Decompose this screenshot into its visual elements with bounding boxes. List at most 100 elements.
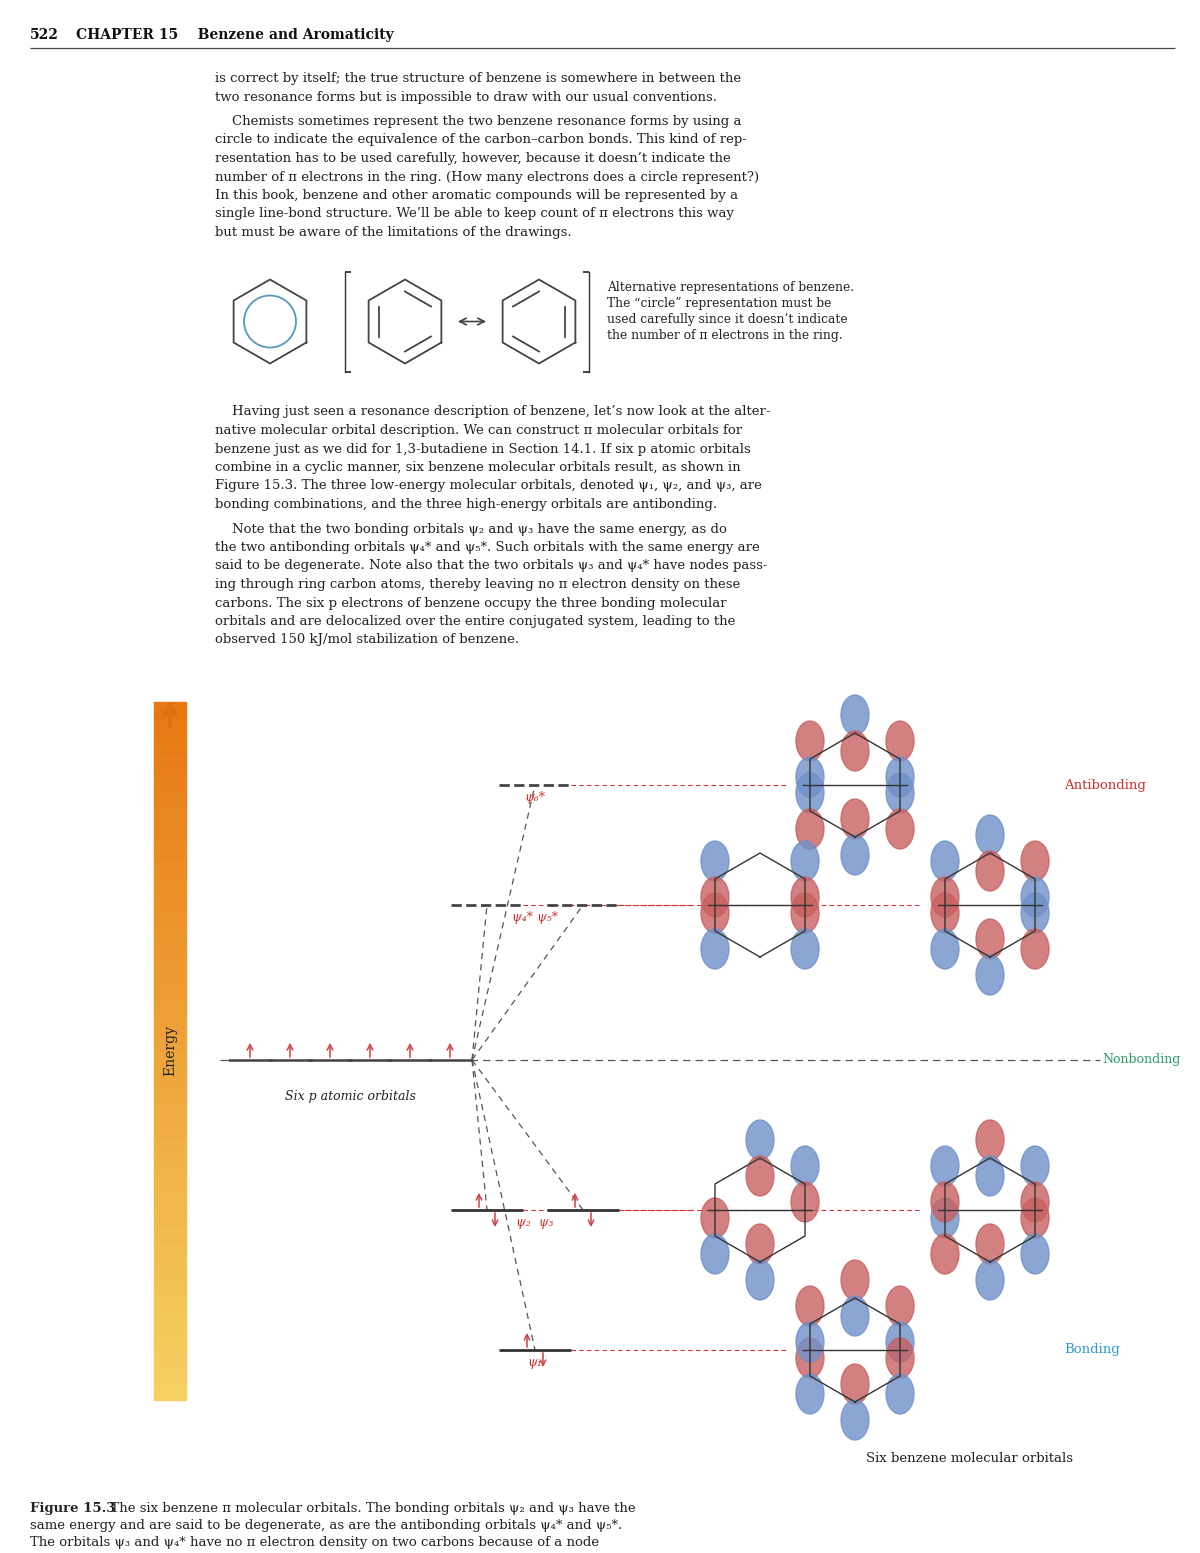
Ellipse shape	[976, 1120, 1004, 1160]
Text: but must be aware of the limitations of the drawings.: but must be aware of the limitations of …	[215, 227, 571, 239]
Ellipse shape	[886, 1374, 914, 1413]
Ellipse shape	[796, 1286, 824, 1326]
Ellipse shape	[1021, 877, 1049, 916]
Text: Antibonding: Antibonding	[1064, 778, 1146, 792]
Text: Having just seen a resonance description of benzene, let’s now look at the alter: Having just seen a resonance description…	[215, 405, 770, 418]
Ellipse shape	[1021, 1197, 1049, 1238]
Text: Energy: Energy	[163, 1025, 178, 1076]
Ellipse shape	[931, 1182, 959, 1222]
Ellipse shape	[1021, 1235, 1049, 1273]
Text: The “circle” representation must be: The “circle” representation must be	[607, 298, 832, 311]
Ellipse shape	[701, 929, 728, 969]
Ellipse shape	[1021, 1146, 1049, 1186]
Text: orbitals and are delocalized over the entire conjugated system, leading to the: orbitals and are delocalized over the en…	[215, 615, 736, 627]
Ellipse shape	[931, 1146, 959, 1186]
Ellipse shape	[701, 877, 728, 916]
Ellipse shape	[791, 1146, 820, 1186]
Text: number of π electrons in the ring. (How many electrons does a circle represent?): number of π electrons in the ring. (How …	[215, 171, 760, 183]
Text: the two antibonding orbitals ψ₄* and ψ₅*. Such orbitals with the same energy are: the two antibonding orbitals ψ₄* and ψ₅*…	[215, 540, 760, 554]
Ellipse shape	[886, 1322, 914, 1362]
Ellipse shape	[841, 1297, 869, 1336]
Ellipse shape	[746, 1224, 774, 1264]
Ellipse shape	[791, 893, 820, 933]
Text: single line-bond structure. We’ll be able to keep count of π electrons this way: single line-bond structure. We’ll be abl…	[215, 208, 734, 221]
Ellipse shape	[791, 842, 820, 881]
Ellipse shape	[976, 851, 1004, 891]
Ellipse shape	[886, 773, 914, 814]
Text: ψ₆*: ψ₆*	[524, 790, 546, 804]
Ellipse shape	[746, 1155, 774, 1196]
Ellipse shape	[841, 1259, 869, 1300]
Text: The orbitals ψ₃ and ψ₄* have no π electron density on two carbons because of a n: The orbitals ψ₃ and ψ₄* have no π electr…	[30, 1536, 599, 1548]
Ellipse shape	[1021, 842, 1049, 881]
Text: observed 150 kJ/mol stabilization of benzene.: observed 150 kJ/mol stabilization of ben…	[215, 634, 520, 646]
Text: Alternative representations of benzene.: Alternative representations of benzene.	[607, 281, 854, 295]
Ellipse shape	[976, 815, 1004, 856]
Ellipse shape	[976, 919, 1004, 960]
Text: Figure 15.3. The three low-energy molecular orbitals, denoted ψ₁, ψ₂, and ψ₃, ar: Figure 15.3. The three low-energy molecu…	[215, 480, 762, 492]
Ellipse shape	[746, 1120, 774, 1160]
Ellipse shape	[931, 893, 959, 933]
Ellipse shape	[796, 1339, 824, 1378]
Ellipse shape	[1021, 893, 1049, 933]
Ellipse shape	[841, 696, 869, 735]
Ellipse shape	[791, 1182, 820, 1222]
Ellipse shape	[796, 1322, 824, 1362]
Ellipse shape	[931, 1197, 959, 1238]
Ellipse shape	[886, 756, 914, 797]
Text: Chemists sometimes represent the two benzene resonance forms by using a: Chemists sometimes represent the two ben…	[215, 115, 742, 127]
Text: the number of π electrons in the ring.: the number of π electrons in the ring.	[607, 329, 842, 343]
Ellipse shape	[976, 1224, 1004, 1264]
Ellipse shape	[746, 1259, 774, 1300]
Text: Six p atomic orbitals: Six p atomic orbitals	[284, 1090, 415, 1103]
Text: carbons. The six p electrons of benzene occupy the three bonding molecular: carbons. The six p electrons of benzene …	[215, 596, 727, 609]
Ellipse shape	[886, 1286, 914, 1326]
Text: Bonding: Bonding	[1064, 1343, 1120, 1356]
Text: The six benzene π molecular orbitals. The bonding orbitals ψ₂ and ψ₃ have the: The six benzene π molecular orbitals. Th…	[102, 1502, 636, 1516]
Text: Figure 15.3: Figure 15.3	[30, 1502, 115, 1516]
Ellipse shape	[976, 1259, 1004, 1300]
Text: Note that the two bonding orbitals ψ₂ and ψ₃ have the same energy, as do: Note that the two bonding orbitals ψ₂ an…	[215, 522, 727, 536]
Ellipse shape	[796, 721, 824, 761]
Ellipse shape	[701, 1197, 728, 1238]
Text: CHAPTER 15    Benzene and Aromaticity: CHAPTER 15 Benzene and Aromaticity	[76, 28, 394, 42]
Text: ψ₄* ψ₅*: ψ₄* ψ₅*	[512, 912, 558, 924]
Ellipse shape	[701, 1235, 728, 1273]
Text: same energy and are said to be degenerate, as are the antibonding orbitals ψ₄* a: same energy and are said to be degenerat…	[30, 1519, 623, 1531]
Ellipse shape	[1021, 929, 1049, 969]
Ellipse shape	[791, 877, 820, 916]
Text: combine in a cyclic manner, six benzene molecular orbitals result, as shown in: combine in a cyclic manner, six benzene …	[215, 461, 740, 474]
Ellipse shape	[796, 756, 824, 797]
Text: two resonance forms but is impossible to draw with our usual conventions.: two resonance forms but is impossible to…	[215, 90, 718, 104]
Ellipse shape	[841, 1399, 869, 1440]
Ellipse shape	[841, 1364, 869, 1404]
Text: ψ₁: ψ₁	[528, 1356, 542, 1370]
Ellipse shape	[796, 1374, 824, 1413]
Ellipse shape	[976, 1155, 1004, 1196]
Ellipse shape	[1021, 1182, 1049, 1222]
Ellipse shape	[841, 731, 869, 770]
Ellipse shape	[796, 773, 824, 814]
Ellipse shape	[791, 929, 820, 969]
Ellipse shape	[796, 809, 824, 849]
Ellipse shape	[931, 929, 959, 969]
Text: 522: 522	[30, 28, 59, 42]
Ellipse shape	[931, 1235, 959, 1273]
Text: Six benzene molecular orbitals: Six benzene molecular orbitals	[866, 1452, 1074, 1464]
Text: native molecular orbital description. We can construct π molecular orbitals for: native molecular orbital description. We…	[215, 424, 742, 436]
Text: ing through ring carbon atoms, thereby leaving no π electron density on these: ing through ring carbon atoms, thereby l…	[215, 578, 740, 592]
Text: ψ₂  ψ₃: ψ₂ ψ₃	[516, 1216, 553, 1228]
Ellipse shape	[886, 721, 914, 761]
Ellipse shape	[976, 955, 1004, 995]
Ellipse shape	[701, 893, 728, 933]
Text: said to be degenerate. Note also that the two orbitals ψ₃ and ψ₄* have nodes pas: said to be degenerate. Note also that th…	[215, 559, 768, 573]
Ellipse shape	[701, 842, 728, 881]
Text: is correct by itself; the true structure of benzene is somewhere in between the: is correct by itself; the true structure…	[215, 71, 742, 85]
Text: used carefully since it doesn’t indicate: used carefully since it doesn’t indicate	[607, 314, 847, 326]
Ellipse shape	[841, 798, 869, 839]
Text: In this book, benzene and other aromatic compounds will be represented by a: In this book, benzene and other aromatic…	[215, 189, 738, 202]
Text: bonding combinations, and the three high-energy orbitals are antibonding.: bonding combinations, and the three high…	[215, 499, 718, 511]
Ellipse shape	[931, 842, 959, 881]
Ellipse shape	[841, 836, 869, 874]
Ellipse shape	[886, 1339, 914, 1378]
